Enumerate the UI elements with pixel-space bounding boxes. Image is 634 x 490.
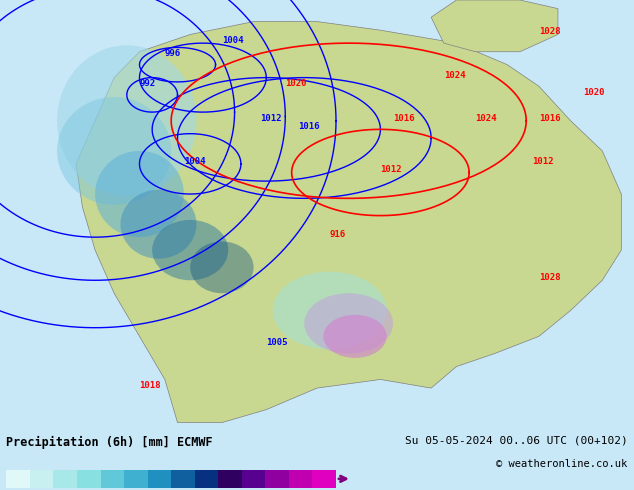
- Bar: [242, 470, 266, 488]
- Bar: [266, 470, 289, 488]
- Text: Precipitation (6h) [mm] ECMWF: Precipitation (6h) [mm] ECMWF: [6, 436, 213, 449]
- Ellipse shape: [323, 315, 387, 358]
- Bar: [289, 470, 313, 488]
- Text: 1016: 1016: [298, 122, 320, 131]
- Text: 1004: 1004: [184, 157, 205, 166]
- Text: 1012: 1012: [260, 114, 281, 122]
- Text: 1020: 1020: [285, 79, 307, 88]
- Ellipse shape: [57, 45, 197, 196]
- Text: 1018: 1018: [139, 381, 161, 390]
- Text: 1005: 1005: [266, 338, 288, 347]
- Bar: [195, 470, 218, 488]
- Bar: [313, 470, 336, 488]
- Text: 916: 916: [330, 230, 346, 239]
- Ellipse shape: [57, 97, 171, 205]
- Text: © weatheronline.co.uk: © weatheronline.co.uk: [496, 459, 628, 468]
- Bar: [30, 470, 53, 488]
- Text: 996: 996: [165, 49, 181, 58]
- Bar: [148, 470, 171, 488]
- Ellipse shape: [152, 220, 228, 280]
- Bar: [77, 470, 101, 488]
- Ellipse shape: [95, 151, 184, 237]
- Text: 1016: 1016: [393, 114, 415, 122]
- Text: 1004: 1004: [222, 36, 243, 45]
- Bar: [171, 470, 195, 488]
- Polygon shape: [76, 22, 621, 422]
- Bar: [124, 470, 148, 488]
- Ellipse shape: [120, 190, 197, 259]
- Bar: [6, 470, 30, 488]
- Bar: [101, 470, 124, 488]
- Text: 1016: 1016: [539, 114, 560, 122]
- Bar: [53, 470, 77, 488]
- Text: Su 05-05-2024 00..06 UTC (00+102): Su 05-05-2024 00..06 UTC (00+102): [405, 436, 628, 446]
- Text: 1028: 1028: [539, 27, 560, 36]
- Ellipse shape: [273, 271, 387, 349]
- Text: 1024: 1024: [476, 114, 497, 122]
- Text: 992: 992: [139, 79, 155, 88]
- Text: 1020: 1020: [583, 88, 605, 97]
- Text: 1012: 1012: [380, 166, 402, 174]
- Ellipse shape: [304, 293, 393, 354]
- Text: 1028: 1028: [539, 273, 560, 282]
- Text: 1012: 1012: [533, 157, 554, 166]
- Ellipse shape: [190, 242, 254, 293]
- Polygon shape: [431, 0, 558, 52]
- Text: 1024: 1024: [444, 71, 465, 79]
- Bar: [218, 470, 242, 488]
